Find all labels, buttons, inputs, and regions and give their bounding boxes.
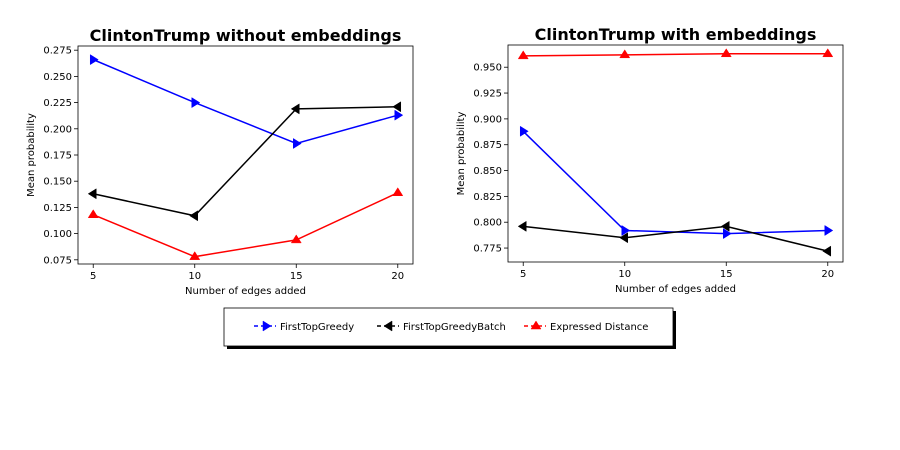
- data-point: [392, 101, 402, 113]
- chart-title: ClintonTrump with embeddings: [535, 25, 817, 44]
- y-tick-label: 0.250: [43, 72, 72, 83]
- data-point: [720, 220, 730, 232]
- chart-with-embeddings: ClintonTrump with embeddings 5 10 15 20 0.775…: [456, 25, 844, 295]
- data-point: [87, 209, 99, 218]
- series-line-expressed-distance: [523, 53, 828, 57]
- data-point: [189, 251, 201, 260]
- plot-frame: [77, 45, 414, 265]
- legend-marker: [262, 320, 272, 332]
- legend-box: [223, 307, 674, 347]
- plot-frame: [507, 44, 844, 263]
- data-point: [519, 125, 529, 137]
- y-tick-label: 0.125: [43, 203, 72, 214]
- y-tick-label: 0.875: [473, 140, 502, 151]
- data-point: [89, 54, 99, 66]
- legend-marker: [530, 320, 542, 330]
- legend-label: FirstTopGreedyBatch: [403, 322, 506, 333]
- legend: FirstTopGreedy FirstTopGreedyBatch Express…: [223, 307, 676, 349]
- chart-title: ClintonTrump without embeddings: [90, 26, 402, 45]
- data-point: [517, 50, 529, 60]
- y-tick-label: 0.825: [473, 192, 502, 203]
- data-point: [619, 232, 628, 244]
- y-tick-label: 0.275: [43, 46, 72, 57]
- y-tick-label: 0.800: [473, 218, 502, 229]
- series-line-firsttopgreedybatch: [523, 225, 828, 252]
- y-tick-label: 0.150: [43, 177, 72, 188]
- y-tick-label: 0.900: [473, 114, 502, 125]
- y-tick-label: 0.950: [473, 63, 502, 74]
- data-point: [723, 228, 732, 240]
- x-axis-label: Number of edges added: [185, 286, 306, 297]
- legend-label: FirstTopGreedy: [280, 322, 354, 333]
- data-point: [621, 225, 631, 236]
- data-point: [517, 220, 527, 232]
- x-tick-label: 15: [290, 271, 303, 282]
- x-axis-label: Number of edges added: [615, 284, 736, 295]
- data-point: [392, 187, 404, 196]
- data-point: [293, 138, 302, 149]
- x-tick-label: 10: [618, 269, 631, 280]
- legend-label: Expressed Distance: [550, 322, 648, 333]
- data-point: [394, 109, 404, 121]
- series-line-firsttopgreedy: [522, 130, 828, 235]
- series-line-firsttopgreedybatch: [93, 106, 398, 217]
- x-tick-label: 20: [391, 271, 404, 282]
- x-tick-label: 5: [520, 269, 526, 280]
- y-tick-label: 0.100: [43, 229, 72, 240]
- y-tick-label: 0.200: [43, 124, 72, 135]
- y-tick-label: 0.175: [43, 151, 72, 162]
- data-point: [87, 188, 97, 200]
- data-point: [290, 103, 300, 115]
- y-tick-label: 0.925: [473, 89, 502, 100]
- y-tick-label: 0.225: [43, 98, 72, 109]
- data-point: [191, 97, 201, 109]
- x-tick-label: 20: [821, 269, 834, 280]
- data-point: [822, 48, 834, 58]
- data-point: [824, 225, 834, 236]
- chart-without-embeddings: ClintonTrump without embeddings 5 10 15 20 0.…: [26, 26, 414, 297]
- series-line-firsttopgreedy: [92, 58, 398, 145]
- data-point: [189, 210, 198, 222]
- y-tick-label: 0.775: [473, 244, 502, 255]
- series-line-expressed-distance: [92, 192, 399, 258]
- x-tick-label: 5: [90, 271, 96, 282]
- y-tick-label: 0.075: [43, 255, 72, 266]
- data-point: [290, 234, 302, 244]
- x-tick-label: 15: [720, 269, 733, 280]
- data-point: [619, 49, 631, 59]
- y-tick-label: 0.850: [473, 166, 502, 177]
- data-point: [720, 48, 732, 58]
- y-axis-label: Mean probability: [26, 113, 37, 197]
- legend-marker: [383, 320, 393, 332]
- y-axis-label: Mean probability: [456, 112, 467, 196]
- x-tick-label: 10: [188, 271, 201, 282]
- data-point: [822, 245, 832, 257]
